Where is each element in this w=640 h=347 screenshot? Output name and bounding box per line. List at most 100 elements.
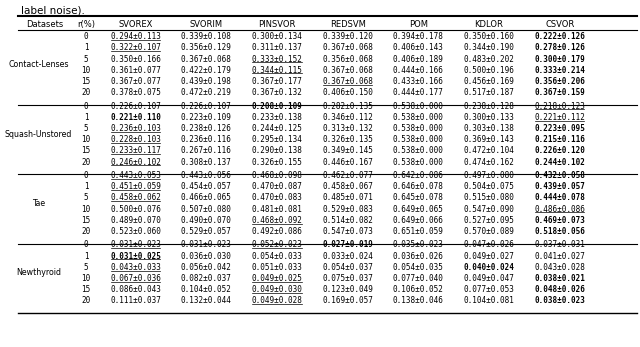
Text: label noise).: label noise). [21,6,84,16]
Text: 0.236±0.116: 0.236±0.116 [181,135,232,144]
Text: 0.367±0.068: 0.367±0.068 [322,66,373,75]
Text: 0.054±0.037: 0.054±0.037 [322,263,373,272]
Text: 0.246±0.102: 0.246±0.102 [110,158,161,167]
Text: 0.049±0.030: 0.049±0.030 [252,285,302,294]
Text: 0.492±0.086: 0.492±0.086 [252,227,302,236]
Text: 0.470±0.083: 0.470±0.083 [252,193,302,202]
Text: 0.067±0.036: 0.067±0.036 [110,274,161,283]
Text: 0.406±0.150: 0.406±0.150 [322,88,373,97]
Text: 0.538±0.000: 0.538±0.000 [393,113,444,122]
Text: Datasets: Datasets [26,20,63,28]
Text: 0.038±0.021: 0.038±0.021 [534,274,585,283]
Text: 0.049±0.025: 0.049±0.025 [252,274,302,283]
Text: 0.367±0.177: 0.367±0.177 [252,77,302,86]
Text: 0.048±0.026: 0.048±0.026 [534,285,585,294]
Text: 0.515±0.080: 0.515±0.080 [463,193,515,202]
Text: 0.267±0.116: 0.267±0.116 [181,146,232,155]
Text: Contact-Lenses: Contact-Lenses [8,60,69,69]
Text: 0.346±0.112: 0.346±0.112 [322,113,373,122]
Text: 0.051±0.033: 0.051±0.033 [252,263,302,272]
Text: 15: 15 [81,146,91,155]
Text: 0.322±0.107: 0.322±0.107 [110,43,161,52]
Text: 0.300±0.179: 0.300±0.179 [534,54,585,64]
Text: 0.282±0.135: 0.282±0.135 [322,102,373,111]
Text: 0.458±0.062: 0.458±0.062 [110,193,161,202]
Text: 0.344±0.115: 0.344±0.115 [252,66,302,75]
Text: 0.523±0.060: 0.523±0.060 [110,227,161,236]
Text: 0.138±0.046: 0.138±0.046 [393,296,444,305]
Text: 0.497±0.080: 0.497±0.080 [463,171,515,180]
Text: 0.244±0.125: 0.244±0.125 [252,124,302,133]
Text: 0.422±0.179: 0.422±0.179 [181,66,232,75]
Text: 15: 15 [81,216,91,225]
Text: 0.104±0.081: 0.104±0.081 [463,296,515,305]
Text: 0.031±0.023: 0.031±0.023 [110,240,161,249]
Text: 0.238±0.126: 0.238±0.126 [181,124,232,133]
Text: 10: 10 [81,205,91,213]
Text: 0.369±0.143: 0.369±0.143 [463,135,515,144]
Text: 0: 0 [84,32,88,41]
Text: 0.649±0.065: 0.649±0.065 [393,205,444,213]
Text: 0.326±0.135: 0.326±0.135 [322,135,373,144]
Text: 0.056±0.042: 0.056±0.042 [181,263,232,272]
Text: 0.123±0.049: 0.123±0.049 [322,285,373,294]
Text: 0.538±0.000: 0.538±0.000 [393,146,444,155]
Text: 0.339±0.108: 0.339±0.108 [181,32,232,41]
Text: 0.221±0.112: 0.221±0.112 [534,113,585,122]
Text: 0.406±0.189: 0.406±0.189 [393,54,444,64]
Text: 0.367±0.077: 0.367±0.077 [110,77,161,86]
Text: 0.642±0.086: 0.642±0.086 [393,171,444,180]
Text: 0.208±0.109: 0.208±0.109 [252,102,302,111]
Text: 0.468±0.098: 0.468±0.098 [252,171,302,180]
Text: 0.082±0.037: 0.082±0.037 [181,274,232,283]
Text: 20: 20 [81,296,91,305]
Text: 1: 1 [84,43,88,52]
Text: 0.444±0.177: 0.444±0.177 [393,88,444,97]
Text: PINSVOR: PINSVOR [259,20,296,28]
Text: 0.469±0.073: 0.469±0.073 [534,216,585,225]
Text: Tae: Tae [32,199,45,208]
Text: 0.538±0.000: 0.538±0.000 [393,102,444,111]
Text: 0.333±0.152: 0.333±0.152 [252,54,302,64]
Text: 0.356±0.068: 0.356±0.068 [322,54,373,64]
Text: 1: 1 [84,182,88,191]
Text: 0.529±0.057: 0.529±0.057 [181,227,232,236]
Text: 0.538±0.000: 0.538±0.000 [393,135,444,144]
Text: 0.651±0.059: 0.651±0.059 [393,227,444,236]
Text: 0.538±0.000: 0.538±0.000 [393,124,444,133]
Text: 0.303±0.138: 0.303±0.138 [463,124,515,133]
Text: 0.218±0.123: 0.218±0.123 [534,102,585,111]
Text: 0.308±0.137: 0.308±0.137 [181,158,232,167]
Text: 0.106±0.052: 0.106±0.052 [393,285,444,294]
Text: 0.474±0.162: 0.474±0.162 [463,158,515,167]
Text: 0.472±0.104: 0.472±0.104 [463,146,515,155]
Text: 0.313±0.132: 0.313±0.132 [322,124,373,133]
Text: 0.361±0.077: 0.361±0.077 [110,66,161,75]
Text: 0.031±0.023: 0.031±0.023 [181,240,232,249]
Text: 0.031±0.025: 0.031±0.025 [110,252,161,261]
Text: 0.547±0.090: 0.547±0.090 [463,205,515,213]
Text: 0.339±0.120: 0.339±0.120 [322,32,373,41]
Text: 0.349±0.145: 0.349±0.145 [322,146,373,155]
Text: 0.215±0.116: 0.215±0.116 [534,135,585,144]
Text: 15: 15 [81,285,91,294]
Text: SVOREX: SVOREX [118,20,153,28]
Text: 0.468±0.092: 0.468±0.092 [252,216,302,225]
Text: 0.470±0.087: 0.470±0.087 [252,182,302,191]
Text: 0.037±0.031: 0.037±0.031 [534,240,585,249]
Text: 5: 5 [84,54,88,64]
Text: 20: 20 [81,227,91,236]
Text: 0.538±0.000: 0.538±0.000 [393,158,444,167]
Text: 0.222±0.126: 0.222±0.126 [534,32,585,41]
Text: 20: 20 [81,158,91,167]
Text: POM: POM [409,20,428,28]
Text: 0.104±0.052: 0.104±0.052 [181,285,232,294]
Text: CSVOR: CSVOR [545,20,574,28]
Text: 0.300±0.134: 0.300±0.134 [252,32,302,41]
Text: 0.054±0.033: 0.054±0.033 [252,252,302,261]
Text: 0.367±0.068: 0.367±0.068 [322,43,373,52]
Text: 15: 15 [81,77,91,86]
Text: 0.432±0.058: 0.432±0.058 [534,171,585,180]
Text: 5: 5 [84,124,88,133]
Text: 0.462±0.077: 0.462±0.077 [322,171,373,180]
